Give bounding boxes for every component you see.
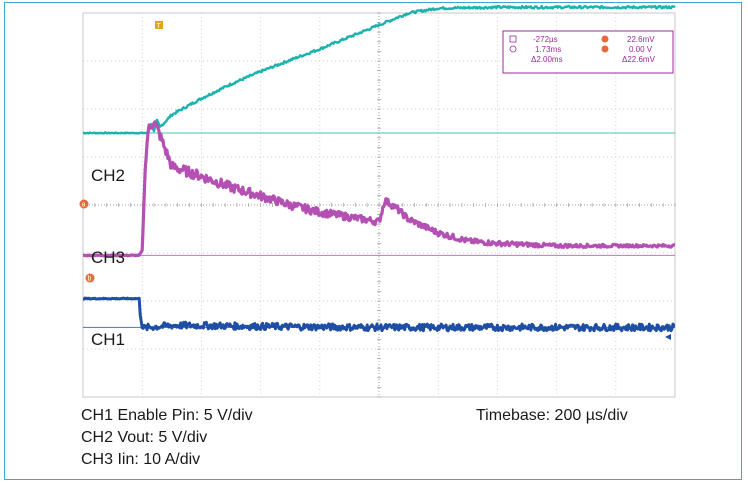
trace-ch3 bbox=[82, 120, 676, 258]
ch2-label: CH2 bbox=[91, 166, 125, 185]
ch3-label: CH3 bbox=[91, 248, 125, 267]
cursor-volt-a: 22.6mV bbox=[627, 35, 655, 44]
caption-ch2: CH2 Vout: 5 V/div bbox=[81, 429, 208, 446]
ch2-marker-text: a bbox=[82, 202, 86, 209]
ch1-label: CH1 bbox=[91, 330, 125, 349]
trigger-marker-text: T bbox=[157, 23, 162, 30]
ch3-ground-marker: b bbox=[85, 273, 95, 283]
ch3-marker-text: b bbox=[88, 276, 92, 283]
caption-ch1: CH1 Enable Pin: 5 V/div bbox=[81, 407, 253, 424]
oscilloscope-plot: CH2 CH3 CH1 T a b -272µs 1.73ms Δ2.00ms … bbox=[79, 4, 676, 398]
cursor-time-a: -272µs bbox=[533, 35, 558, 44]
figure-frame: CH2 CH3 CH1 T a b -272µs 1.73ms Δ2.00ms … bbox=[4, 2, 742, 480]
cursor-time-delta: Δ2.00ms bbox=[531, 55, 563, 64]
ch2-ground-marker: a bbox=[79, 199, 89, 209]
caption-timebase: Timebase: 200 µs/div bbox=[476, 407, 628, 424]
cursor-volt-delta: Δ22.6mV bbox=[622, 55, 656, 64]
cursor-b-icon bbox=[509, 45, 517, 53]
trace-ch1 bbox=[82, 296, 676, 333]
ch1-edge-marker bbox=[665, 334, 671, 340]
trigger-marker: T bbox=[155, 21, 163, 30]
trace-ch2 bbox=[82, 4, 676, 135]
cursor-time-b: 1.73ms bbox=[535, 45, 561, 54]
grid bbox=[82, 12, 676, 398]
cursor-a-badge bbox=[601, 35, 609, 43]
caption-ch3: CH3 Iin: 10 A/div bbox=[81, 451, 201, 468]
cursor-readout-box: -272µs 1.73ms Δ2.00ms 22.6mV 0.00 V Δ22.… bbox=[502, 30, 674, 74]
traces bbox=[82, 4, 676, 333]
cursor-b-badge bbox=[601, 45, 609, 53]
cursor-volt-b: 0.00 V bbox=[629, 45, 653, 54]
cursor-a-icon bbox=[509, 35, 517, 43]
